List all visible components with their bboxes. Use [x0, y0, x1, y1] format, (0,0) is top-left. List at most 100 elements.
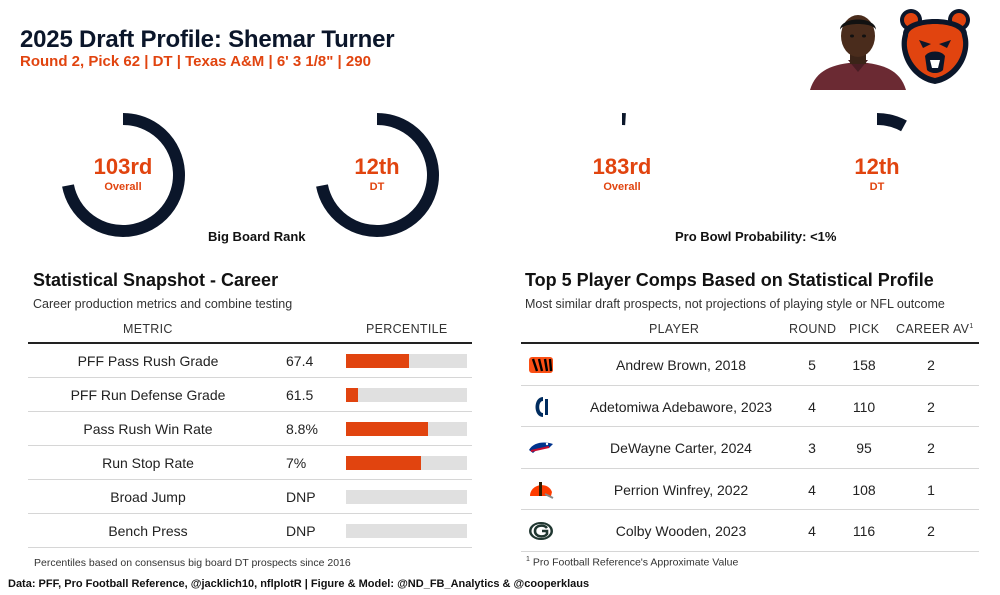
table-row: Bench Press DNP	[28, 514, 472, 548]
draft-pick: 95	[856, 440, 872, 456]
career-av: 2	[927, 398, 935, 415]
metric-name: PFF Run Defense Grade	[70, 387, 226, 403]
metric-name: Pass Rush Win Rate	[83, 421, 213, 437]
snapshot-header-row: METRIC PERCENTILE	[28, 318, 472, 342]
percentile-column-header: PERCENTILE	[366, 322, 448, 336]
career-av: 2	[927, 357, 935, 373]
packers-logo	[527, 519, 555, 543]
snapshot-table: METRIC PERCENTILE PFF Pass Rush Grade 67.…	[28, 318, 472, 548]
pro-bowl-position-label: DT	[869, 181, 885, 193]
big-board-position-value: 12th	[354, 154, 400, 179]
source-credit: Data: PFF, Pro Football Reference, @jack…	[8, 578, 590, 590]
comps-footnote: 1 Pro Football Reference's Approximate V…	[526, 556, 738, 569]
metric-value: 8.8%	[286, 421, 318, 437]
snapshot-rows: PFF Pass Rush Grade 67.4 PFF Run Defense G…	[28, 344, 472, 548]
snapshot-footnote: Percentiles based on consensus big board…	[34, 557, 351, 569]
metric-value: 7%	[286, 455, 307, 471]
draft-round: 4	[808, 481, 816, 498]
bills-logo	[527, 436, 555, 460]
draft-pick: 116	[852, 523, 876, 539]
bears-logo	[893, 4, 977, 88]
footnote-marker: 1	[969, 322, 974, 330]
round-column-header: ROUND	[789, 322, 837, 336]
metric-value: 67.4	[286, 353, 314, 369]
metric-name: Run Stop Rate	[102, 455, 194, 471]
big-board-overall-label: Overall	[104, 181, 142, 193]
metric-value: DNP	[286, 489, 316, 505]
pro-bowl-overall-label: Overall	[603, 181, 641, 193]
metric-value: 61.5	[286, 387, 314, 403]
page-title: 2025 Draft Profile: Shemar Turner	[20, 26, 395, 53]
player-name: Perrion Winfrey, 2022	[613, 481, 749, 498]
draft-pick: 108	[852, 481, 876, 498]
pro-bowl-overall-value: 183rd	[592, 154, 652, 179]
percentile-bar-track	[346, 524, 467, 538]
draft-pick: 158	[852, 357, 876, 373]
percentile-bar-fill	[346, 388, 359, 402]
player-column-header: PLAYER	[649, 322, 700, 336]
bengals-logo	[527, 353, 555, 377]
percentile-bar-track	[346, 388, 467, 402]
draft-pick: 110	[852, 398, 876, 415]
ring-arc	[316, 113, 439, 237]
percentile-bar-fill	[346, 456, 422, 470]
ring-chart	[621, 112, 626, 126]
pro-bowl-position-value: 12th	[854, 154, 900, 179]
footnote-marker: 1	[526, 556, 530, 563]
snapshot-title: Statistical Snapshot - Career	[33, 270, 279, 290]
ring-chart	[62, 113, 185, 237]
player-photo	[802, 8, 914, 90]
percentile-bar-track	[346, 422, 467, 436]
draft-round: 4	[808, 523, 816, 539]
metric-column-header: METRIC	[123, 322, 173, 336]
big-board-caption: Big Board Rank	[208, 229, 306, 244]
career-av: 2	[927, 523, 935, 539]
career-av-column-header: CAREER AV1	[896, 322, 974, 336]
metric-name: Bench Press	[108, 523, 188, 539]
table-row: Pass Rush Win Rate 8.8%	[28, 412, 472, 446]
percentile-bar-fill	[346, 422, 429, 436]
table-row: PFF Pass Rush Grade 67.4	[28, 344, 472, 378]
comps-header-row: PLAYER ROUND PICK CAREER AV1	[521, 318, 979, 342]
ring-arc	[876, 113, 907, 132]
metric-name: Broad Jump	[110, 489, 186, 505]
table-row: PFF Run Defense Grade 61.5	[28, 378, 472, 412]
pick-column-header: PICK	[849, 322, 880, 336]
snapshot-subtitle: Career production metrics and combine te…	[33, 297, 293, 311]
comps-title: Top 5 Player Comps Based on Statistical …	[525, 270, 934, 290]
comps-subtitle: Most similar draft prospects, not projec…	[525, 297, 945, 311]
career-av: 2	[927, 440, 935, 456]
player-name: DeWayne Carter, 2024	[610, 440, 752, 456]
player-name: Adetomiwa Adebawore, 2023	[589, 398, 773, 415]
draft-round: 4	[808, 398, 816, 415]
table-row: DeWayne Carter, 2024 3 95 2	[521, 427, 979, 469]
footnote-text: Pro Football Reference's Approximate Val…	[529, 556, 739, 569]
header-divider	[521, 342, 979, 344]
player-name: Colby Wooden, 2023	[615, 523, 747, 539]
percentile-bar-track	[346, 490, 467, 504]
player-name: Andrew Brown, 2018	[616, 357, 746, 373]
draft-round: 5	[808, 357, 816, 373]
table-row: Perrion Winfrey, 2022 4 108 1	[521, 469, 979, 510]
header-divider	[28, 342, 472, 344]
colts-logo	[527, 395, 555, 419]
comps-rows: Andrew Brown, 2018 5 158 2 Adetomiwa Adebawo…	[521, 344, 979, 552]
table-row: Broad Jump DNP	[28, 480, 472, 514]
page-subtitle: Round 2, Pick 62 | DT | Texas A&M | 6' 3…	[20, 53, 371, 70]
career-av: 1	[927, 481, 935, 498]
ring-chart	[876, 113, 907, 132]
table-row: Andrew Brown, 2018 5 158 2	[521, 344, 979, 386]
table-row: Run Stop Rate 7%	[28, 446, 472, 480]
pro-bowl-caption: Pro Bowl Probability: <1%	[675, 229, 837, 244]
big-board-position-label: DT	[369, 181, 385, 193]
comps-table: PLAYER ROUND PICK CAREER AV1 Andrew Brow…	[521, 318, 979, 552]
table-row: Adetomiwa Adebawore, 2023 4 110 2	[521, 386, 979, 427]
career-av-label: CAREER AV	[896, 322, 970, 336]
percentile-bar-track	[346, 354, 467, 368]
percentile-bar-fill	[346, 354, 409, 368]
draft-round: 3	[808, 440, 816, 456]
percentile-bar-track	[346, 456, 467, 470]
ring-arc	[62, 113, 185, 237]
big-board-overall-value: 103rd	[93, 154, 153, 179]
table-row: Colby Wooden, 2023 4 116 2	[521, 510, 979, 552]
